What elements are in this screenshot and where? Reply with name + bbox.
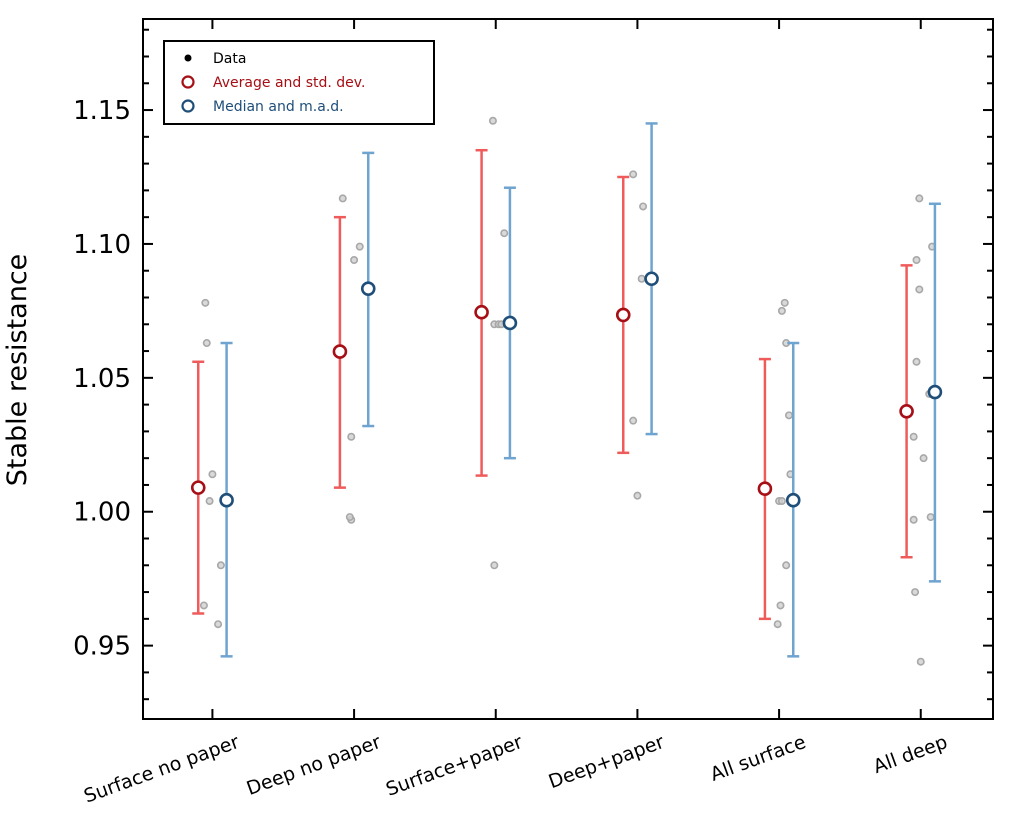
data-point [912,357,921,366]
data-point [633,491,642,500]
median-marker [502,315,518,331]
data-point [926,513,935,522]
data-point [909,432,918,441]
x-tick-label: All deep [870,731,950,778]
data-point [911,588,920,597]
data-point [490,561,499,570]
data-point [912,256,921,265]
legend-label-average: Average and std. dev. [213,75,365,91]
median-marker [927,384,943,400]
data-point [637,274,646,283]
legend-marker-average [181,75,195,89]
data-point [345,513,354,522]
y-tick-label: 1.10 [73,230,131,260]
data-point [639,202,648,211]
legend-marker-median [181,99,195,113]
x-tick-label: Deep+paper [546,731,668,793]
data-point [199,601,208,610]
legend: Data Average and std. dev. Median and m.… [163,40,435,125]
average-marker [474,304,489,320]
data-point [629,416,638,425]
data-point [919,454,928,463]
data-point [214,620,223,629]
data-point [347,432,356,441]
plot-frame [142,18,994,720]
data-point [773,620,782,629]
data-point [500,229,509,238]
data-point [780,298,789,307]
data-point [202,339,211,348]
legend-box [163,40,435,125]
median-marker [644,271,659,287]
data-point [488,116,497,125]
data-point [355,242,364,251]
y-tick-label: 1.05 [73,364,131,394]
data-point [629,170,638,179]
median-marker [785,492,801,508]
data-point [338,194,347,203]
average-marker [615,307,631,323]
data-point [350,256,359,265]
data-points [199,116,937,666]
y-tick-label: 0.95 [73,632,131,662]
x-tick-label: All surface [707,731,808,786]
average-marker [332,344,348,359]
error-bars [190,122,943,658]
median-marker [360,281,376,296]
data-point [777,306,786,315]
data-point [784,411,793,420]
x-tick-label: Surface no paper [81,731,242,808]
legend-label-data: Data [213,51,246,67]
y-tick-label: 1.00 [73,498,131,528]
data-point [216,561,225,570]
data-point [915,194,924,203]
median-marker [219,492,234,508]
average-marker [190,480,206,495]
data-point [777,497,786,506]
data-point [915,285,924,294]
data-point [909,515,918,524]
data-point [205,497,214,506]
data-point [776,601,785,610]
y-axis-label: Stable resistance [2,254,33,487]
x-tick-label: Surface+paper [383,731,526,801]
x-tick-label: Deep no paper [244,731,384,800]
data-point [782,561,791,570]
data-point [916,657,925,666]
average-marker [757,481,773,497]
data-point [208,470,217,479]
y-tick-label: 1.15 [73,96,131,126]
legend-label-median: Median and m.a.d. [213,99,344,115]
average-marker [899,404,914,419]
data-point [201,298,210,307]
legend-marker-data [184,54,192,62]
